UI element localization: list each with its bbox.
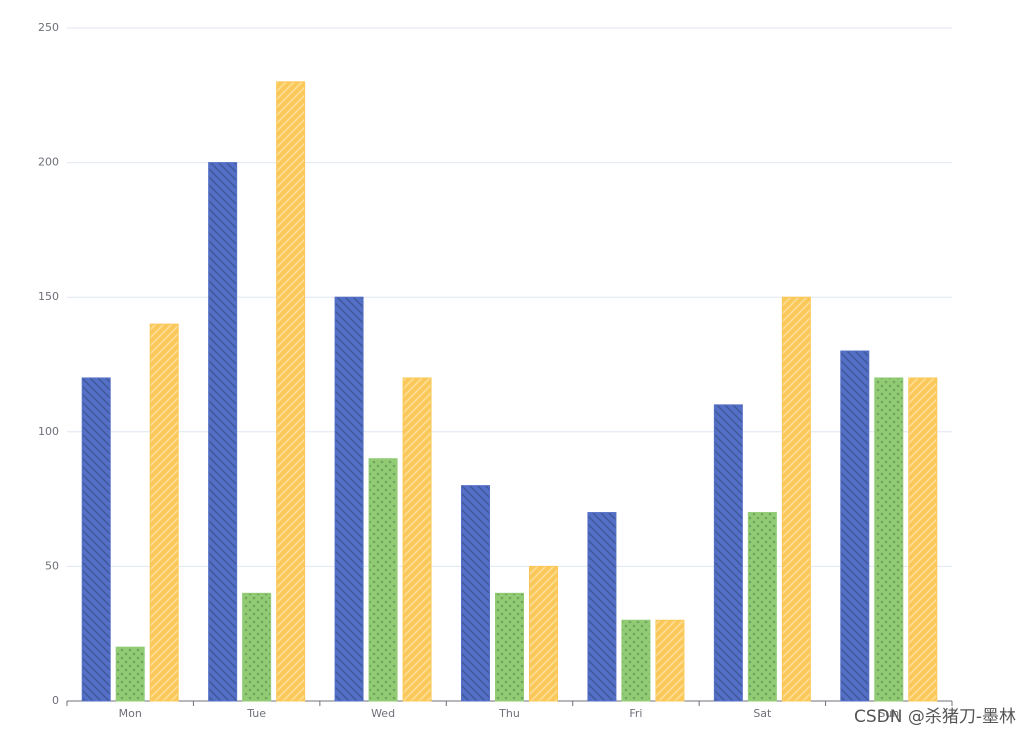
y-tick-label: 150 [38,290,59,303]
y-tick-label: 250 [38,21,59,34]
bar [149,323,179,702]
bar [208,162,238,702]
bar [529,565,558,702]
bar [461,485,490,702]
bar [874,377,904,702]
bar [115,646,145,702]
bar [276,81,306,702]
bar [334,296,364,702]
x-tick-label: Sat [753,707,772,720]
x-tick-label: Sun [878,707,899,720]
y-tick-label: 100 [38,425,59,438]
y-tick-label: 0 [52,694,59,707]
bar [495,592,524,702]
x-tick-label: Tue [246,707,266,720]
bar [908,377,938,702]
x-tick-label: Thu [498,707,520,720]
bar [587,512,617,702]
x-tick-label: Wed [371,707,395,720]
watermark: CSDN @杀猪刀-墨林 [854,707,1016,727]
y-tick-label: 200 [38,156,59,169]
y-tick-label: 50 [45,559,59,572]
bar [81,377,111,702]
bar [747,512,777,702]
bar [840,350,870,702]
bar [781,296,811,702]
x-tick-label: Mon [119,707,142,720]
bar [655,619,685,702]
bar [621,619,651,702]
bar [368,458,398,702]
bar [242,592,272,702]
x-tick-label: Fri [629,707,642,720]
bar [402,377,432,702]
bar [713,404,743,702]
